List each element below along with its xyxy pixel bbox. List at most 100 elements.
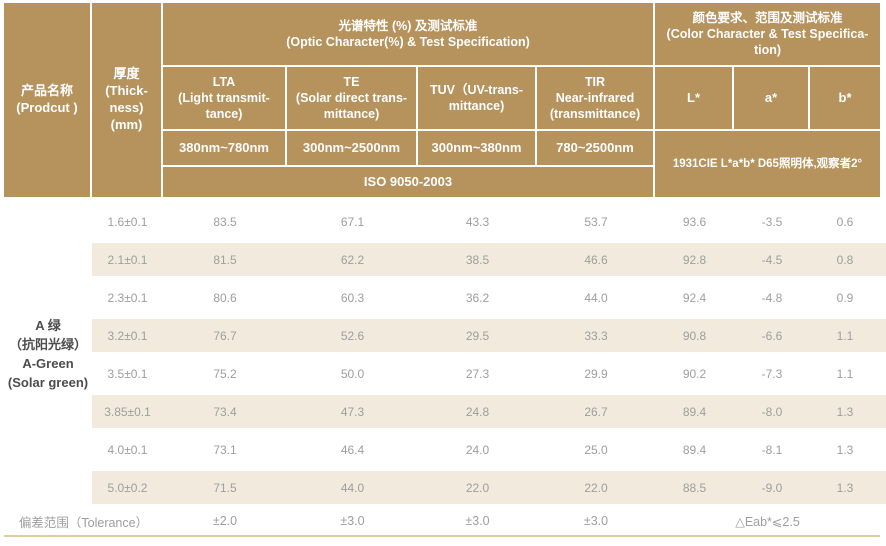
thickness-value-cell: 1.6±0.1: [107, 215, 148, 229]
thickness-value-cell: 3.5±0.1: [107, 367, 148, 381]
lta-value-cell: 76.7: [213, 329, 237, 343]
lta-value-cell: 75.2: [213, 367, 237, 381]
thickness-value-cell: 4.0±0.1: [107, 443, 148, 457]
tolerance-lta: ±2.0: [212, 514, 238, 528]
tir-value-cell: 46.6: [584, 253, 608, 267]
tolerance-te: ±3.0: [340, 514, 365, 528]
te-value-cell: 52.6: [340, 329, 365, 343]
header-tir: TIR Near-infrared (transmittance): [537, 67, 653, 129]
header-te-range: 300nm~2500nm: [287, 131, 416, 165]
tir-value-cell: 22.0: [584, 481, 608, 495]
l-value-cell: 92.4: [682, 291, 707, 305]
lta-value-cell: 73.1: [213, 443, 237, 457]
tir-value-cell: 33.3: [584, 329, 608, 343]
tolerance-label: 偏差范围（Tolerance）: [18, 515, 149, 530]
thickness-value-cell: 2.1±0.1: [107, 253, 148, 267]
a-value-cell: -6.6: [761, 329, 783, 343]
te-value-cell: 67.1: [340, 215, 365, 229]
table-row: 5.0±0.2 71.5 44.0 22.0 22.0 88.5 -9.0 1.3: [4, 469, 886, 507]
te-value-cell: 60.3: [340, 291, 365, 305]
b-value-cell: 1.3: [836, 405, 854, 419]
tir-value-cell: 26.7: [584, 405, 608, 419]
a-value-cell: -4.8: [761, 291, 783, 305]
l-value-cell: 90.2: [682, 367, 707, 381]
l-value-cell: 93.6: [682, 215, 707, 229]
tolerance-color-eab: △Eab*⩽2.5: [735, 514, 800, 529]
tolerance-tuv: ±3.0: [465, 514, 490, 528]
tir-value-cell: 44.0: [584, 291, 608, 305]
b-value-cell: 1.3: [836, 481, 854, 495]
tuv-value-cell: 29.5: [465, 329, 490, 343]
header-te: TE (Solar direct trans- mittance): [287, 67, 416, 129]
lta-value-cell: 81.5: [213, 253, 237, 267]
header-lta: LTA (Light transmit- tance): [163, 67, 285, 129]
table-row: 1.6±0.1 83.5 67.1 43.3 53.7 93.6 -3.5 0.6: [4, 203, 880, 241]
header-b-star: b*: [810, 67, 880, 129]
tir-value-cell: 25.0: [584, 443, 608, 457]
lta-value-cell: 83.5: [213, 215, 237, 229]
header-optic-section: 光谱特性 (%) 及测试标准 (Optic Character(%) & Tes…: [163, 3, 653, 65]
header-cie-standard: 1931CIE L*a*b* D65照明体,观察者2°: [655, 131, 880, 197]
te-value-cell: 50.0: [340, 367, 365, 381]
tolerance-tir: ±3.0: [583, 514, 609, 528]
b-value-cell: 1.1: [836, 329, 854, 343]
b-value-cell: 0.6: [836, 215, 854, 229]
tir-value-cell: 53.7: [584, 215, 608, 229]
b-value-cell: 0.9: [836, 291, 854, 305]
l-value-cell: 92.8: [682, 253, 707, 267]
header-iso-standard: ISO 9050-2003: [163, 167, 653, 197]
header-tir-range: 780~2500nm: [537, 131, 653, 165]
tuv-value-cell: 22.0: [465, 481, 490, 495]
b-value-cell: 1.3: [836, 443, 854, 457]
table-row: 3.85±0.1 73.4 47.3 24.8 26.7 89.4 -8.0 1.3: [4, 393, 886, 431]
te-value-cell: 47.3: [340, 405, 365, 419]
a-value-cell: -3.5: [761, 215, 783, 229]
a-value-cell: -7.3: [761, 367, 783, 381]
tolerance-row: 偏差范围（Tolerance） ±2.0 ±3.0 ±3.0 ±3.0 △Eab…: [4, 507, 880, 537]
thickness-value-cell: 2.3±0.1: [107, 291, 148, 305]
spec-table: 产品名称 (Prodcut ) 厚度 (Thick- ness) (mm) 光谱…: [4, 3, 886, 537]
lta-value-cell: 80.6: [213, 291, 237, 305]
header-l-star: L*: [655, 67, 732, 129]
header-color-section: 颜色要求、范围及测试标准 (Color Character & Test Spe…: [655, 3, 880, 65]
a-value-cell: -9.0: [761, 481, 783, 495]
te-value-cell: 46.4: [340, 443, 365, 457]
table-header: 产品名称 (Prodcut ) 厚度 (Thick- ness) (mm) 光谱…: [4, 3, 880, 197]
thickness-value-cell: 3.85±0.1: [104, 405, 151, 419]
product-name-cell: A 绿 （抗阳光绿） A-Green (Solar green): [7, 318, 89, 390]
l-value-cell: 89.4: [682, 405, 707, 419]
header-tuv-range: 300nm~380nm: [418, 131, 535, 165]
tuv-value-cell: 43.3: [465, 215, 490, 229]
tuv-value-cell: 24.8: [465, 405, 490, 419]
table-row: 3.2±0.1 76.7 52.6 29.5 33.3 90.8 -6.6 1.1: [4, 317, 886, 355]
b-value-cell: 0.8: [836, 253, 854, 267]
table-body: 1.6±0.1 83.5 67.1 43.3 53.7 93.6 -3.5 0.6 2.1±0.…: [4, 203, 886, 537]
table-row: 2.1±0.1 81.5 62.2 38.5 46.6 92.8 -4.5 0.8: [4, 241, 886, 279]
tuv-value-cell: 36.2: [465, 291, 490, 305]
a-value-cell: -4.5: [761, 253, 783, 267]
tuv-value-cell: 27.3: [465, 367, 490, 381]
te-value-cell: 62.2: [340, 253, 365, 267]
table-row: 4.0±0.1 73.1 46.4 24.0 25.0 89.4 -8.1 1.3: [4, 431, 880, 469]
l-value-cell: 89.4: [682, 443, 707, 457]
thickness-value-cell: 3.2±0.1: [107, 329, 148, 343]
header-product-name: 产品名称 (Prodcut ): [4, 3, 90, 197]
table-rows: 1.6±0.1 83.5 67.1 43.3 53.7 93.6 -3.5 0.6 2.1±0.…: [4, 203, 886, 507]
lta-value-cell: 71.5: [213, 481, 237, 495]
thickness-value-cell: 5.0±0.2: [107, 481, 148, 495]
header-a-star: a*: [734, 67, 808, 129]
tuv-value-cell: 38.5: [465, 253, 490, 267]
table-row: 3.5±0.1 75.2 50.0 27.3 29.9 90.2 -7.3 1.1: [4, 355, 880, 393]
header-thickness: 厚度 (Thick- ness) (mm): [92, 3, 161, 197]
tuv-value-cell: 24.0: [465, 443, 490, 457]
table-row: 2.3±0.1 80.6 60.3 36.2 44.0 92.4 -4.8 0.9: [4, 279, 880, 317]
b-value-cell: 1.1: [836, 367, 854, 381]
te-value-cell: 44.0: [340, 481, 365, 495]
a-value-cell: -8.0: [761, 405, 783, 419]
a-value-cell: -8.1: [761, 443, 783, 457]
header-lta-range: 380nm~780nm: [163, 131, 285, 165]
l-value-cell: 88.5: [682, 481, 707, 495]
l-value-cell: 90.8: [682, 329, 707, 343]
header-tuv: TUV（UV-trans- mittance): [418, 67, 535, 129]
